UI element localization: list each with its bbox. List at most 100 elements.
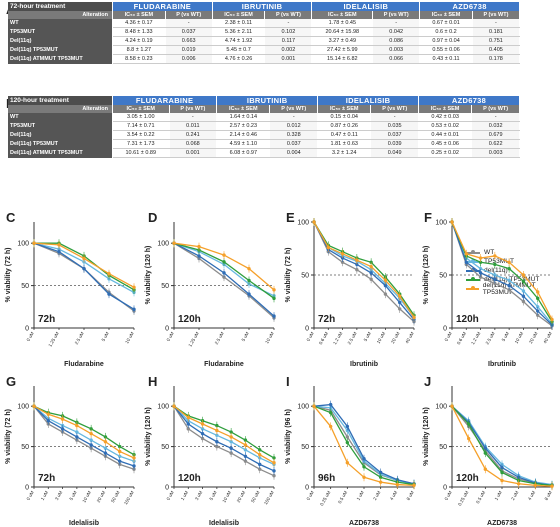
table-a-cell: 0.117 <box>264 36 313 46</box>
data-point <box>536 290 540 294</box>
data-point <box>500 478 504 483</box>
series-line <box>451 221 553 320</box>
x-tick-label: 50 uM <box>250 490 261 504</box>
table-b-ic50-header: IC₅₀ ± SEM <box>112 105 170 113</box>
data-point <box>340 260 345 264</box>
table-a-cell: 8.48 ± 1.33 <box>112 27 166 37</box>
data-point <box>521 289 526 293</box>
table-b-cell: 2.14 ± 0.46 <box>216 130 271 140</box>
table-b-cell: 0.001 <box>169 148 218 158</box>
legend-swatch <box>466 286 479 290</box>
table-b-cell: 0.679 <box>471 130 520 140</box>
table-a-cell: - <box>264 19 313 28</box>
table-b-cell: 0.87 ± 0.26 <box>317 121 372 131</box>
x-tick-label: 0 uM <box>26 490 35 501</box>
data-point <box>222 275 226 279</box>
table-a-cell: 0.102 <box>264 27 313 37</box>
data-point <box>412 483 416 488</box>
data-point <box>89 431 93 436</box>
data-point <box>521 279 526 284</box>
table-b: 120-hour treatment FLUDARABINE IBRUTINIB… <box>8 96 520 158</box>
data-point <box>57 243 61 247</box>
x-tick-label: 40 uM <box>404 331 415 345</box>
data-point <box>132 464 136 468</box>
data-point <box>483 451 488 455</box>
table-a-cell: 0.181 <box>472 27 521 37</box>
data-point <box>229 440 233 444</box>
data-point <box>328 424 333 429</box>
legend-item: del(11q) TP53MUT <box>466 275 560 284</box>
data-point <box>118 454 122 458</box>
table-b-cell: 0.15 ± 0.04 <box>317 113 372 122</box>
x-tick-label: 50 uM <box>110 490 121 504</box>
table-a-p-header: P (vs WT) <box>264 11 313 19</box>
y-axis-label: % viability (120 h) <box>423 246 430 305</box>
table-a-cell: - <box>472 19 521 28</box>
table-a-row: Del(11q) 4.24 ± 0.19 0.663 4.74 ± 1.92 0.117… <box>8 36 521 46</box>
data-point <box>369 264 373 269</box>
series-line <box>33 405 135 467</box>
x-tick-label: 5 uM <box>208 490 217 501</box>
data-point <box>483 446 488 450</box>
x-tick-label: 2.5 uM <box>74 331 85 346</box>
data-point <box>103 446 108 450</box>
table-b-cell: 1.64 ± 0.14 <box>216 113 271 122</box>
x-tick-label: 20 uM <box>236 490 247 504</box>
chart-c: 0 50 100 0 uM 1.25 uM 2.5 uM 5 uM 10 uM % viabil… <box>5 222 136 368</box>
x-tick-label: 0.6 uM <box>456 331 467 346</box>
table-a-cell: 4.74 ± 1.92 <box>212 36 266 46</box>
table-a-cell: 0.003 <box>372 45 421 55</box>
data-point <box>186 427 190 431</box>
table-a-cell: 4.36 ± 0.17 <box>112 19 166 28</box>
data-point <box>362 465 366 469</box>
data-point <box>243 443 248 447</box>
data-point <box>172 241 176 245</box>
y-tick-label: 100 <box>157 404 169 411</box>
data-point <box>229 430 233 434</box>
data-point <box>132 456 136 460</box>
data-point <box>103 451 108 455</box>
y-tick-label: 100 <box>157 241 169 248</box>
data-point <box>521 294 526 298</box>
y-axis-label: % viability (120 h) <box>423 407 430 466</box>
data-point <box>383 278 388 282</box>
table-a-ic50-header: IC₅₀ ± SEM <box>311 11 374 19</box>
data-point <box>272 469 276 473</box>
data-point <box>75 423 79 428</box>
table-b-cell: 0.011 <box>169 121 218 131</box>
data-point <box>328 410 333 415</box>
time-label: 120h <box>178 314 201 325</box>
table-a-row: WT 4.36 ± 0.17-2.38 ± 0.11-1.78 ± 0.45-0.… <box>8 19 521 28</box>
data-point <box>200 436 205 441</box>
data-point <box>60 427 65 431</box>
x-tick-label: 0 uM <box>166 490 175 501</box>
table-a-row: TP53MUT 8.48 ± 1.33 0.037 5.36 ± 2.11 0.102 2… <box>8 27 521 37</box>
data-point <box>258 452 262 457</box>
data-point <box>32 404 36 408</box>
x-tick-label: 1.25 uM <box>187 331 200 348</box>
table-a-cell: 4.24 ± 0.19 <box>112 36 166 46</box>
table-b-cell: 6.08 ± 0.97 <box>216 148 271 158</box>
x-tick-label: 10 uM <box>221 490 232 504</box>
x-tick-label: 4 uM <box>527 490 536 501</box>
legend-item: WT <box>466 248 560 257</box>
data-point <box>493 262 497 267</box>
x-tick-label: 10 uM <box>264 331 275 345</box>
data-point <box>247 266 251 271</box>
time-label: 120h <box>456 473 479 484</box>
table-b-ic50-header: IC₅₀ ± SEM <box>418 105 473 113</box>
table-a-p-header: P (vs WT) <box>472 11 521 19</box>
data-point <box>483 467 488 471</box>
data-point <box>450 220 454 224</box>
data-point <box>345 440 350 445</box>
table-b-row-label: Del(11q) ATMMUT TP53MUT <box>8 148 113 158</box>
table-a-cell: 1.78 ± 0.45 <box>311 19 374 28</box>
table-a-cell: 4.76 ± 0.26 <box>212 54 266 64</box>
table-a-cell: - <box>372 19 421 28</box>
data-point <box>478 256 483 260</box>
y-tick-label: 100 <box>17 404 29 411</box>
data-point <box>398 300 402 305</box>
data-point <box>507 283 511 288</box>
table-a-row-label: WT <box>8 19 113 28</box>
data-point <box>197 244 201 249</box>
